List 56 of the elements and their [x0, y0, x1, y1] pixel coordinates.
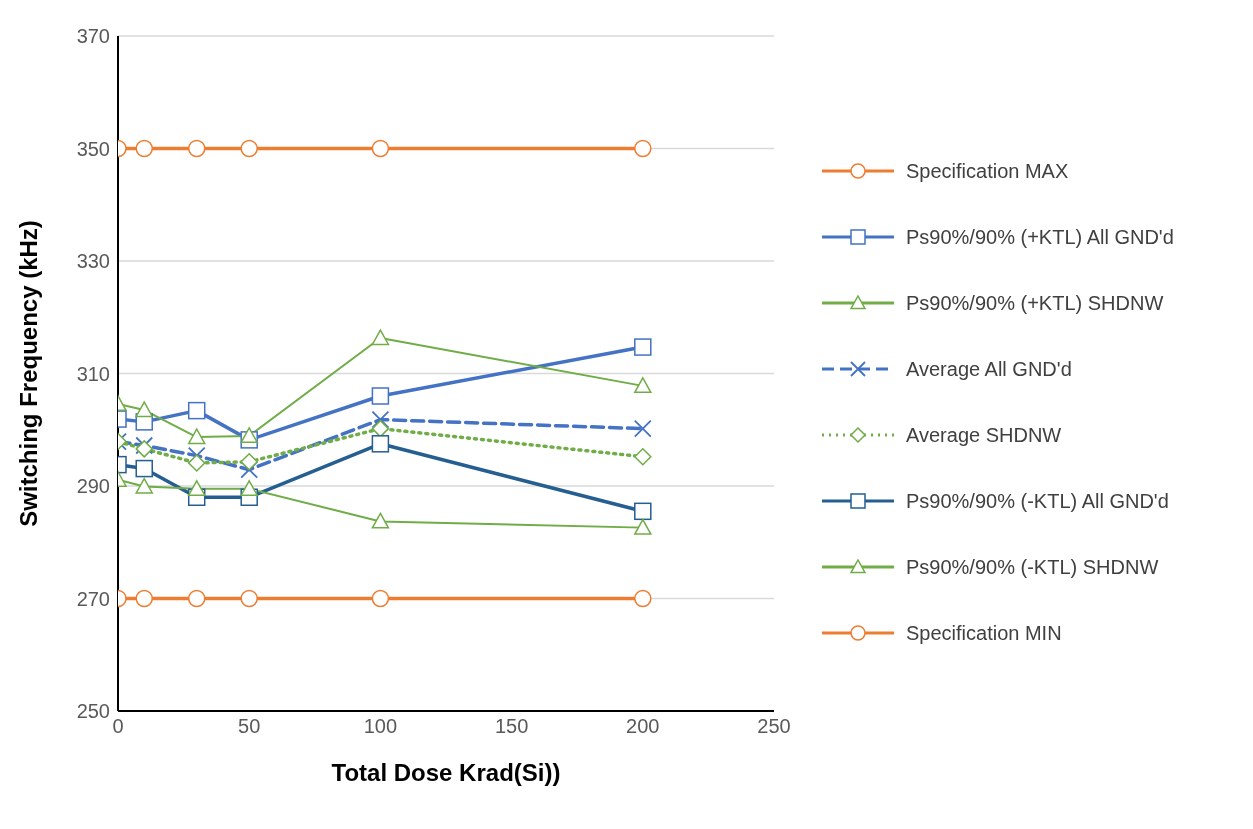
legend-label: Average SHDNW	[906, 423, 1062, 447]
y-tick-label: 370	[76, 25, 110, 48]
x-tick-label: 200	[626, 715, 660, 738]
point	[371, 589, 390, 608]
point	[240, 453, 258, 471]
point	[135, 440, 153, 458]
point	[187, 589, 206, 608]
x-axis-title: Total Dose Krad(Si))	[331, 759, 561, 786]
point	[240, 139, 258, 158]
point	[634, 518, 652, 535]
point	[135, 401, 153, 418]
point	[371, 512, 390, 529]
legend-label: Specification MAX	[906, 159, 1069, 183]
point	[371, 387, 390, 405]
point	[371, 419, 390, 438]
y-tick-label: 250	[76, 700, 110, 723]
point	[135, 477, 153, 494]
point	[135, 139, 153, 158]
point	[371, 435, 390, 453]
y-tick-label: 350	[76, 137, 110, 160]
point	[634, 589, 652, 608]
legend-label: Ps90%/90% (-KTL) All GND'd	[906, 489, 1169, 513]
legend-label: Ps90%/90% (+KTL) All GND'd	[906, 225, 1174, 249]
point	[633, 419, 652, 438]
point	[187, 401, 206, 420]
point	[187, 480, 206, 496]
x-tick-label: 50	[238, 715, 261, 738]
point	[634, 502, 652, 521]
legend-label: Specification MIN	[906, 621, 1062, 645]
point	[240, 480, 258, 496]
point	[634, 377, 652, 394]
point	[135, 589, 153, 608]
y-axis-title: Switching Frequency (kHz)	[14, 220, 42, 527]
point	[240, 427, 258, 444]
y-tick-label: 330	[76, 250, 110, 273]
y-tick-label: 310	[76, 362, 110, 385]
point	[135, 459, 153, 478]
point	[634, 139, 652, 158]
point	[240, 589, 258, 608]
point	[187, 139, 206, 158]
point	[371, 329, 390, 346]
y-tick-label: 270	[76, 587, 110, 610]
point	[187, 428, 206, 445]
point	[371, 410, 390, 429]
point	[371, 139, 390, 158]
x-tick-label: 100	[363, 715, 398, 738]
y-tick-label: 290	[76, 475, 110, 498]
legend-label: Ps90%/90% (-KTL) SHDNW	[906, 555, 1159, 579]
point	[187, 454, 206, 472]
x-tick-label: 250	[757, 715, 791, 738]
legend-label: Ps90%/90% (+KTL) SHDNW	[906, 291, 1164, 315]
x-tick-label: 0	[112, 715, 124, 738]
point	[634, 448, 652, 466]
legend-label: Average All GND'd	[906, 357, 1072, 381]
x-tick-label: 150	[494, 715, 529, 738]
point	[634, 338, 652, 356]
